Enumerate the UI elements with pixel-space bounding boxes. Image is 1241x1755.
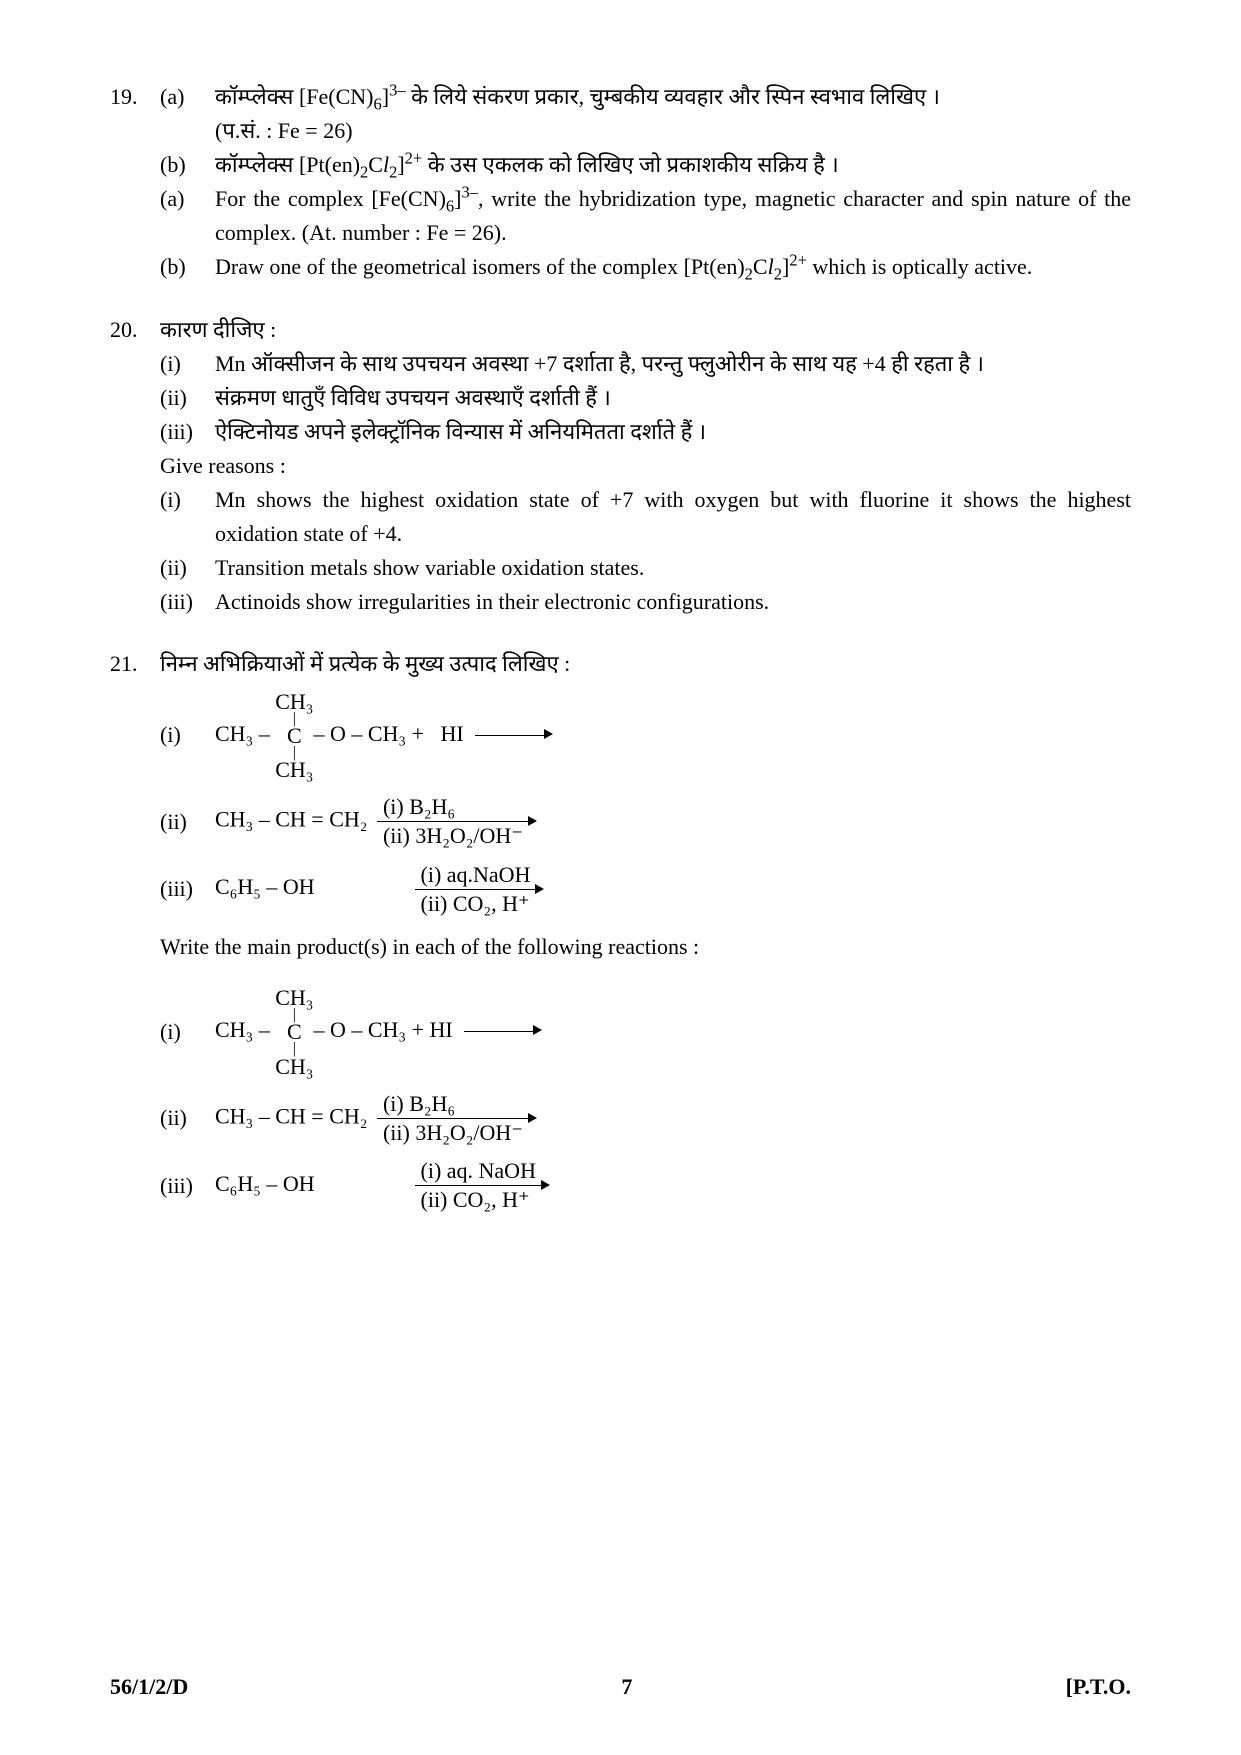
q20-iii-label-en: (iii)	[160, 585, 215, 619]
reaction-arrow: (i) B₂H₆ (ii) 3H₂O₂/OH⁻	[373, 795, 533, 848]
pto-label: [P.T.O.	[1066, 1674, 1131, 1700]
q20-iii-label: (iii)	[160, 415, 215, 449]
question-20: 20. कारण दीजिए : (i) Mn ऑक्सीजन के साथ उ…	[110, 313, 1131, 620]
q19-a-label: (a)	[160, 80, 215, 114]
q21-hindi-head: निम्न अभिक्रियाओं में प्रत्येक के मुख्य …	[160, 647, 1131, 681]
q20-i-label-en: (i)	[160, 483, 215, 517]
reaction-structure: CH₃ – CH₃ | C | CH₃ – O – CH₃ + HI	[215, 986, 534, 1078]
reaction-arrow: (i) B₂H₆ (ii) 3H₂O₂/OH⁻	[373, 1092, 533, 1145]
formula: [Pt(en)2Cl2]2+	[299, 152, 422, 177]
q21-number: 21.	[110, 647, 160, 681]
q20-ii-label: (ii)	[160, 381, 215, 415]
tert-butyl-structure: CH₃ | C | CH₃	[275, 690, 313, 782]
q21-rxn-iii: (iii) C₆H₅ – OH (i) aq.NaOH (ii) CO₂, H⁺	[160, 863, 1131, 916]
text: (प.सं. : Fe = 26)	[215, 118, 353, 143]
q21-rxn-i: (i) CH₃ – CH₃ | C | CH₃ – O – CH₃ + HI	[160, 690, 1131, 782]
q20-ii-english: Transition metals show variable oxidatio…	[215, 551, 1131, 585]
question-21: 21. निम्न अभिक्रियाओं में प्रत्येक के मु…	[110, 647, 1131, 1212]
q20-ii-label-en: (ii)	[160, 551, 215, 585]
q19-a-hindi: कॉम्प्लेक्स [Fe(CN)6]3– के लिये संकरण प्…	[215, 80, 1131, 148]
reaction-structure: CH₃ – CH = CH₂ (i) B₂H₆ (ii) 3H₂O₂/OH⁻	[215, 795, 533, 848]
exam-page: 19. (a) कॉम्प्लेक्स [Fe(CN)6]3– के लिये …	[0, 0, 1241, 1755]
q20-i-hindi: Mn ऑक्सीजन के साथ उपचयन अवस्था +7 दर्शात…	[215, 347, 1131, 381]
q19-a-english: For the complex [Fe(CN)6]3–, write the h…	[215, 182, 1131, 250]
reaction-structure: CH₃ – CH₃ | C | CH₃ – O – CH₃ + HI	[215, 690, 545, 782]
q21-rxn-iii-en: (iii) C₆H₅ – OH (i) aq. NaOH (ii) CO₂, H…	[160, 1159, 1131, 1212]
q21-reactions-english: (i) CH₃ – CH₃ | C | CH₃ – O – CH₃ + HI (…	[160, 986, 1131, 1212]
q19-b-label-en: (b)	[160, 250, 215, 284]
tert-butyl-structure: CH₃ | C | CH₃	[275, 986, 313, 1078]
reaction-structure: C₆H₅ – OH (i) aq.NaOH (ii) CO₂, H⁺	[215, 863, 540, 916]
q19-number: 19.	[110, 80, 160, 114]
q19-b-english: Draw one of the geometrical isomers of t…	[215, 250, 1131, 284]
reaction-structure: C₆H₅ – OH (i) aq. NaOH (ii) CO₂, H⁺	[215, 1159, 546, 1212]
arrow-icon	[464, 1031, 534, 1032]
q20-i-label: (i)	[160, 347, 215, 381]
q21-english-head: Write the main product(s) in each of the…	[160, 930, 1131, 964]
reaction-arrow: (i) aq. NaOH (ii) CO₂, H⁺	[411, 1159, 546, 1212]
q20-english-head: Give reasons :	[160, 449, 1131, 483]
paper-code: 56/1/2/D	[110, 1674, 188, 1700]
q21-rxn-ii: (ii) CH₃ – CH = CH₂ (i) B₂H₆ (ii) 3H₂O₂/…	[160, 795, 1131, 848]
q20-iii-english: Actinoids show irregularities in their e…	[215, 585, 1131, 619]
text: कॉम्प्लेक्स	[215, 84, 299, 109]
q21-rxn-ii-en: (ii) CH₃ – CH = CH₂ (i) B₂H₆ (ii) 3H₂O₂/…	[160, 1092, 1131, 1145]
reaction-arrow: (i) aq.NaOH (ii) CO₂, H⁺	[411, 863, 541, 916]
q19-a-label-en: (a)	[160, 182, 215, 216]
formula: [Pt(en)2Cl2]2+	[684, 254, 807, 279]
formula: [Fe(CN)6]3–	[299, 84, 406, 109]
page-number: 7	[621, 1674, 632, 1700]
question-19: 19. (a) कॉम्प्लेक्स [Fe(CN)6]3– के लिये …	[110, 80, 1131, 285]
q20-iii-hindi: ऐक्टिनोयड अपने इलेक्ट्रॉनिक विन्यास में …	[215, 415, 1131, 449]
arrow-icon	[475, 735, 545, 736]
q19-b-hindi: कॉम्प्लेक्स [Pt(en)2Cl2]2+ के उस एकलक को…	[215, 148, 1131, 182]
q21-rxn-i-en: (i) CH₃ – CH₃ | C | CH₃ – O – CH₃ + HI	[160, 986, 1131, 1078]
q19-b-label: (b)	[160, 148, 215, 182]
reaction-structure: CH₃ – CH = CH₂ (i) B₂H₆ (ii) 3H₂O₂/OH⁻	[215, 1092, 533, 1145]
q20-number: 20.	[110, 313, 160, 347]
q21-reactions-hindi: (i) CH₃ – CH₃ | C | CH₃ – O – CH₃ + HI (…	[160, 690, 1131, 916]
q20-i-english: Mn shows the highest oxidation state of …	[215, 483, 1131, 551]
page-footer: 56/1/2/D 7 [P.T.O.	[110, 1674, 1131, 1700]
q20-hindi-head: कारण दीजिए :	[160, 313, 1131, 347]
text: के लिये संकरण प्रकार, चुम्बकीय व्यवहार औ…	[406, 84, 940, 109]
formula: [Fe(CN)6]3–	[371, 186, 478, 211]
q20-ii-hindi: संक्रमण धातुएँ विविध उपचयन अवस्थाएँ दर्श…	[215, 381, 1131, 415]
